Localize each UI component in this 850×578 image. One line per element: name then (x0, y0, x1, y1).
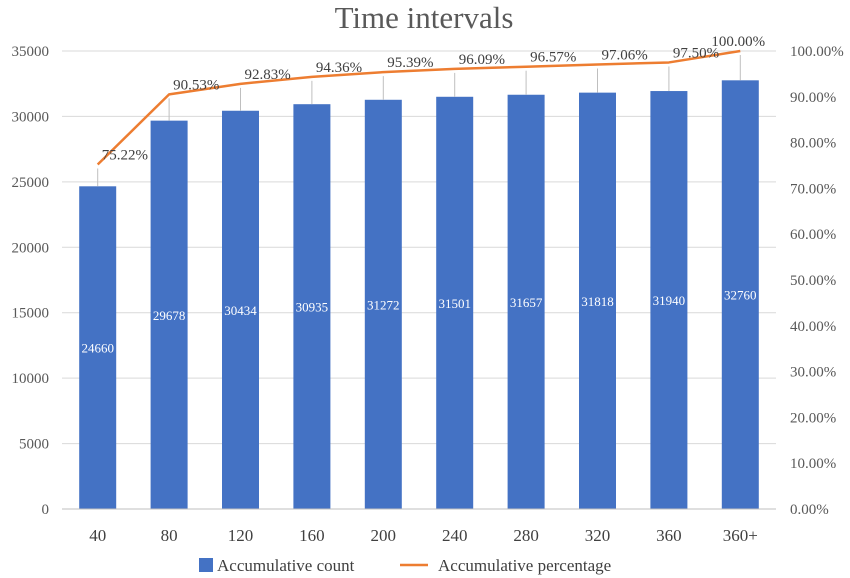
bar-value-label: 31657 (510, 295, 543, 310)
percentage-label: 97.50% (673, 45, 719, 61)
x-tick-label: 200 (371, 526, 397, 545)
x-tick-label: 80 (161, 526, 178, 545)
bar (579, 92, 616, 510)
bar-value-label: 24660 (81, 341, 114, 356)
percentage-label: 92.83% (245, 67, 291, 83)
bar (436, 96, 474, 509)
y2-tick-label: 40.00% (790, 319, 836, 335)
y-tick-label: 0 (42, 502, 50, 518)
percentage-label: 96.09% (459, 52, 505, 68)
percentage-line (96, 49, 741, 166)
y2-tick-label: 90.00% (790, 90, 836, 106)
y2-tick-label: 0.00% (790, 502, 829, 518)
bar-value-label: 31818 (581, 294, 614, 309)
legend: Accumulative count Accumulative percenta… (199, 556, 611, 575)
bar-value-label: 30935 (296, 300, 329, 315)
bar-data-labels: 24660 29678 30434 30935 31272 31501 31657 31818… (81, 288, 756, 356)
bar (650, 91, 688, 509)
percentage-label: 75.22% (102, 147, 148, 163)
x-tick-label: 360 (656, 526, 682, 545)
legend-label-count: Accumulative count (217, 556, 355, 575)
y2-tick-label: 100.00% (790, 44, 844, 60)
bar (364, 99, 402, 510)
bar-value-label: 29678 (153, 308, 186, 323)
x-tick-label: 320 (585, 526, 611, 545)
x-tick-label: 160 (299, 526, 325, 545)
y-tick-label: 35000 (12, 44, 50, 60)
y-tick-label: 25000 (12, 175, 50, 191)
x-tick-label: 40 (89, 526, 106, 545)
y2-tick-label: 10.00% (790, 456, 836, 472)
percentage-label: 94.36% (316, 60, 362, 76)
y-axis-right: 0.00% 10.00% 20.00% 30.00% 40.00% 50.00% 60.00… (790, 44, 844, 518)
line-series (96, 49, 741, 166)
y2-tick-label: 60.00% (790, 227, 836, 243)
y-tick-label: 10000 (12, 371, 50, 387)
x-tick-label: 120 (228, 526, 254, 545)
y2-tick-label: 50.00% (790, 273, 836, 289)
x-tick-label: 280 (513, 526, 539, 545)
leader-lines (97, 55, 741, 187)
bar (79, 186, 117, 510)
legend-swatch-count (199, 558, 213, 572)
x-tick-label: 360+ (723, 526, 758, 545)
bar (150, 120, 188, 509)
legend-label-percentage: Accumulative percentage (438, 556, 611, 575)
y-tick-label: 15000 (12, 306, 50, 322)
line-data-labels: 75.22% 90.53% 92.83% 94.36% 95.39% 96.09% 96.5… (102, 34, 765, 163)
percentage-label: 100.00% (711, 34, 765, 50)
x-axis: 40 80 120 160 200 240 280 320 360 360+ (62, 508, 776, 545)
bar (222, 110, 259, 509)
y-axis-left: 0 5000 10000 15000 20000 25000 30000 35000 (12, 44, 50, 518)
y2-tick-label: 80.00% (790, 136, 836, 152)
percentage-label: 96.57% (530, 50, 576, 66)
bar-value-label: 31272 (367, 297, 400, 312)
y2-tick-label: 20.00% (790, 410, 836, 426)
percentage-label: 97.06% (602, 47, 648, 63)
bar (507, 94, 545, 509)
percentage-label: 90.53% (173, 77, 219, 93)
x-tick-label: 240 (442, 526, 468, 545)
y-tick-label: 5000 (19, 437, 49, 453)
y-tick-label: 30000 (12, 109, 50, 125)
bar-value-label: 31501 (438, 296, 471, 311)
bar-value-label: 31940 (653, 293, 686, 308)
bar-value-label: 32760 (724, 288, 757, 303)
bar-series (79, 80, 759, 510)
y-tick-label: 20000 (12, 240, 50, 256)
bar (721, 80, 759, 509)
bar-value-label: 30434 (224, 303, 257, 318)
chart-title: Time intervals (335, 0, 514, 35)
bar (293, 104, 331, 510)
y2-tick-label: 70.00% (790, 181, 836, 197)
percentage-label: 95.39% (387, 55, 433, 71)
y2-tick-label: 30.00% (790, 365, 836, 381)
